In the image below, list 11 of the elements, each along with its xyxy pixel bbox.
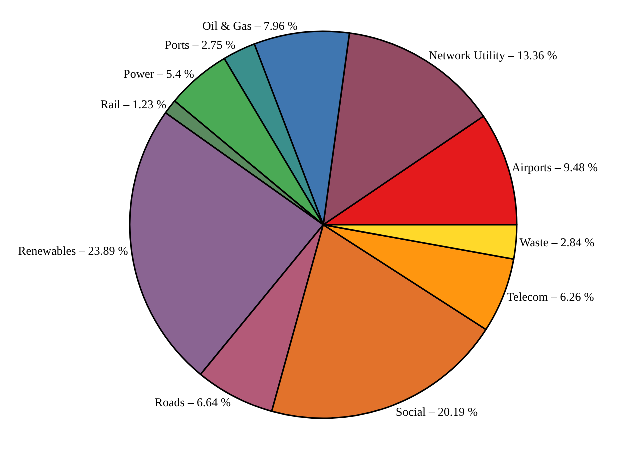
slice-label: Renewables – 23.89 % [18,244,128,258]
slice-label: Telecom – 6.26 % [507,290,594,304]
slice-label: Roads – 6.64 % [154,395,231,410]
slice-label: Airports – 9.48 % [512,160,598,175]
slice-label: Oil & Gas – 7.96 % [202,18,298,33]
slice-label: Network Utility – 13.36 % [429,48,558,63]
slice-label: Social – 20.19 % [396,404,478,419]
slice-label: Power – 5.4 % [124,66,194,81]
slice-label: Ports – 2.75 % [165,38,236,52]
slice-label: Rail – 1.23 % [100,97,167,112]
slice-label: Waste – 2.84 % [520,235,595,250]
